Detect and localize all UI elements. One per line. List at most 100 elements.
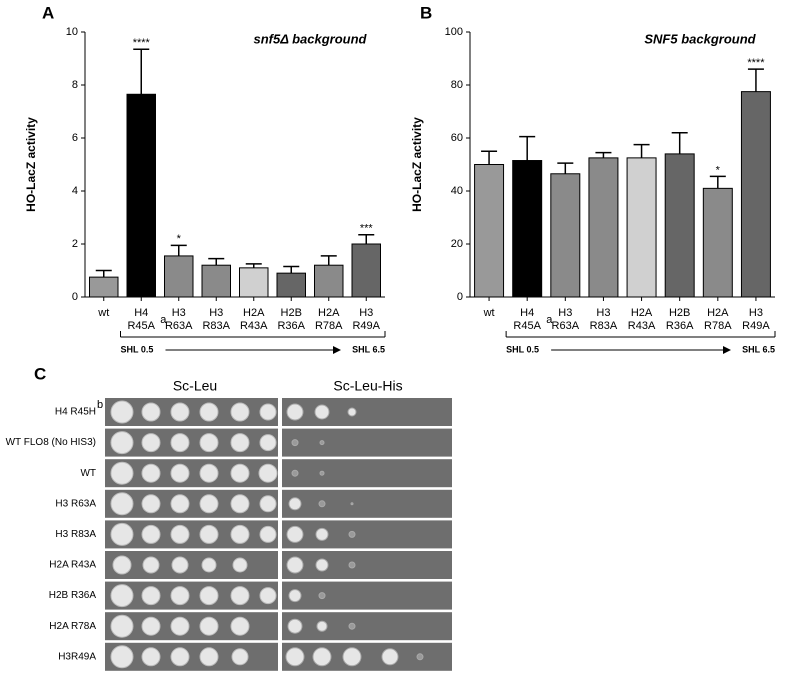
colony-spot xyxy=(110,614,134,638)
colony-spot xyxy=(230,494,250,514)
column-header: Sc-Leu xyxy=(173,378,217,394)
colony-spot xyxy=(319,440,325,446)
bar xyxy=(512,160,543,298)
y-tick-label: 60 xyxy=(451,132,463,144)
colony-spot xyxy=(199,586,219,606)
plate-strip xyxy=(282,520,452,549)
colony-spot xyxy=(199,433,219,453)
colony-spot xyxy=(288,497,302,511)
plate-strip xyxy=(282,428,452,457)
colony-spot xyxy=(110,584,134,608)
plate-strip xyxy=(282,581,452,610)
x-tick-label: H3 R49A xyxy=(352,307,380,332)
bar xyxy=(626,157,657,298)
x-tick-label: H2B R36A xyxy=(666,307,694,332)
colony-spot xyxy=(201,557,217,573)
y-tick-label: 8 xyxy=(72,79,78,91)
bar xyxy=(201,264,231,298)
x-tick-label: wt xyxy=(483,307,495,319)
significance: * xyxy=(716,164,721,176)
colony-spot xyxy=(112,555,132,575)
y-tick-label: 6 xyxy=(72,132,78,144)
x-tick-label: wt xyxy=(97,307,109,319)
colony-spot xyxy=(199,494,219,514)
colony-spot xyxy=(110,522,134,546)
significance: **** xyxy=(133,37,151,49)
bar xyxy=(239,267,269,298)
row-label: H4 R45H xyxy=(55,407,96,418)
colony-spot xyxy=(141,494,161,514)
row-label: WT FLO8 (No HIS3) xyxy=(6,437,96,448)
colony-spot xyxy=(232,557,248,573)
category-note: a xyxy=(546,314,553,326)
x-tick-label: H2A R43A xyxy=(240,307,268,332)
bar xyxy=(164,255,194,298)
plate-strip xyxy=(105,551,278,579)
colony-spot xyxy=(141,586,161,606)
colony-spot xyxy=(230,586,250,606)
significance: *** xyxy=(360,223,374,235)
bar xyxy=(702,187,733,298)
x-tick-label: H3 R83A xyxy=(590,307,618,332)
row-label: H3 R83A xyxy=(55,529,96,540)
colony-spot xyxy=(142,556,160,574)
x-tick-label: H3 R63A xyxy=(165,307,193,332)
plate-strip xyxy=(282,459,452,488)
colony-spot xyxy=(315,558,329,572)
colony-spot xyxy=(287,618,303,634)
range-start: SHL 0.5 xyxy=(121,344,154,354)
colony-spot xyxy=(318,500,326,508)
colony-spot xyxy=(259,434,277,452)
colony-spot xyxy=(171,556,189,574)
x-tick-label: H3 R63A xyxy=(552,307,580,332)
colony-spot xyxy=(286,525,304,543)
y-tick-label: 20 xyxy=(451,238,463,250)
y-tick-label: 2 xyxy=(72,238,78,250)
bar xyxy=(664,153,695,298)
colony-spot xyxy=(231,648,249,666)
colony-spot xyxy=(141,524,161,544)
colony-spot xyxy=(286,556,304,574)
range-end: SHL 6.5 xyxy=(742,344,775,354)
colony-spot xyxy=(170,647,190,667)
colony-spot xyxy=(342,647,362,667)
range-end: SHL 6.5 xyxy=(352,344,385,354)
colony-spot xyxy=(199,616,219,636)
significance: **** xyxy=(747,57,765,69)
y-tick-label: 80 xyxy=(451,79,463,91)
colony-spot xyxy=(199,647,219,667)
colony-spot xyxy=(230,524,250,544)
bar xyxy=(550,173,581,298)
x-tick-label: H4 R45A xyxy=(513,307,541,332)
plate-strip xyxy=(282,612,452,641)
plate-strip xyxy=(105,642,278,671)
row-label: H2B R36A xyxy=(49,590,97,601)
colony-spot xyxy=(259,495,277,513)
row-label: H3R49A xyxy=(58,651,96,662)
x-tick-label: H3 R49A xyxy=(742,307,770,332)
colony-spot xyxy=(110,461,134,485)
bar xyxy=(126,93,156,298)
colony-spot xyxy=(350,502,354,506)
plate-strip xyxy=(282,398,452,426)
bar xyxy=(740,91,771,298)
bar xyxy=(351,243,381,298)
colony-spot xyxy=(230,616,250,636)
panel-label: C xyxy=(34,364,46,383)
colony-spot xyxy=(170,524,190,544)
colony-spot xyxy=(141,616,161,636)
category-note: a xyxy=(160,314,167,326)
row-label: WT xyxy=(80,468,96,479)
x-tick-label: H2A R78A xyxy=(315,307,343,332)
colony-spot xyxy=(141,463,161,483)
significance: * xyxy=(177,233,182,245)
colony-spot xyxy=(170,463,190,483)
colony-spot xyxy=(141,433,161,453)
chart-title: SNF5 background xyxy=(644,31,756,46)
x-tick-label: H2B R36A xyxy=(277,307,305,332)
colony-spot xyxy=(230,402,250,422)
colony-spot xyxy=(288,589,302,603)
colony-spot xyxy=(347,407,357,417)
colony-spot xyxy=(199,463,219,483)
plate-strip xyxy=(282,642,452,671)
